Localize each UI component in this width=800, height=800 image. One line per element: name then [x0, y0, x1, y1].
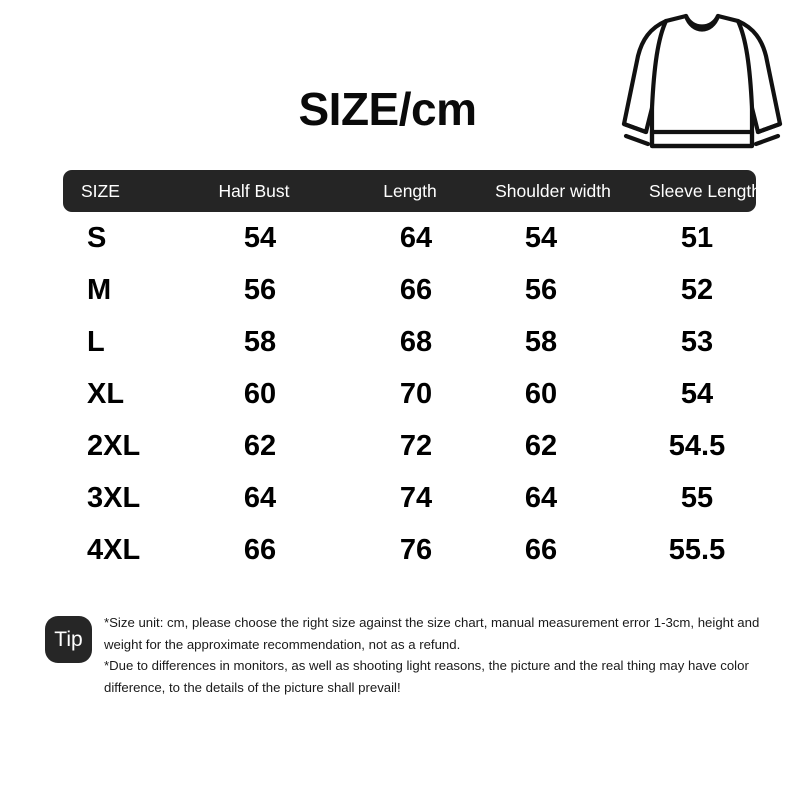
cell-size: 3XL	[87, 482, 141, 514]
size-chart-table: SIZE Half Bust Length Shoulder width Sle…	[63, 170, 761, 576]
cell-half-bust: 54	[243, 222, 277, 254]
cell-shoulder-width: 56	[524, 274, 558, 306]
table-row: XL 60 70 60 54	[63, 368, 756, 420]
column-header-half-bust: Half Bust	[218, 181, 290, 201]
tip-text: *Size unit: cm, please choose the right …	[104, 612, 760, 698]
cell-sleeve-length: 55	[680, 482, 714, 514]
cell-sleeve-length: 51	[680, 222, 714, 254]
cell-sleeve-length: 55.5	[668, 534, 726, 566]
cell-length: 74	[399, 482, 433, 514]
table-row: S 54 64 54 51	[63, 212, 756, 264]
tip-line-1: *Size unit: cm, please choose the right …	[104, 615, 760, 652]
cell-shoulder-width: 58	[524, 326, 558, 358]
cell-shoulder-width: 54	[524, 222, 558, 254]
cell-half-bust: 66	[243, 534, 277, 566]
column-header-sleeve-length: Sleeve Length	[649, 181, 761, 201]
cell-half-bust: 58	[243, 326, 277, 358]
page-title: SIZE/cm	[298, 83, 477, 135]
cell-sleeve-length: 52	[680, 274, 714, 306]
cell-half-bust: 60	[243, 378, 277, 410]
table-row: L 58 68 58 53	[63, 316, 756, 368]
cell-length: 66	[399, 274, 433, 306]
cell-length: 76	[399, 534, 433, 566]
cell-length: 64	[399, 222, 433, 254]
table-row: 3XL 64 74 64 55	[63, 472, 756, 524]
table-row: 2XL 62 72 62 54.5	[63, 420, 756, 472]
tip-badge: Tip	[45, 616, 92, 663]
cell-size: 2XL	[87, 430, 141, 462]
table-row: M 56 66 56 52	[63, 264, 756, 316]
column-header-size: SIZE	[81, 181, 120, 201]
cell-size: L	[87, 326, 105, 358]
cell-sleeve-length: 53	[680, 326, 714, 358]
cell-half-bust: 62	[243, 430, 277, 462]
cell-length: 70	[399, 378, 433, 410]
sweatshirt-icon	[621, 13, 783, 149]
tip-line-2: *Due to differences in monitors, as well…	[104, 658, 749, 695]
cell-length: 72	[399, 430, 433, 462]
cell-shoulder-width: 66	[524, 534, 558, 566]
cell-size: 4XL	[87, 534, 141, 566]
cell-size: S	[87, 222, 107, 254]
cell-length: 68	[399, 326, 433, 358]
cell-sleeve-length: 54.5	[668, 430, 726, 462]
cell-half-bust: 64	[243, 482, 277, 514]
cell-shoulder-width: 60	[524, 378, 558, 410]
cell-size: XL	[87, 378, 125, 410]
cell-size: M	[87, 274, 112, 306]
table-header-row: SIZE Half Bust Length Shoulder width Sle…	[63, 170, 761, 212]
cell-sleeve-length: 54	[680, 378, 714, 410]
column-header-shoulder-width: Shoulder width	[495, 181, 611, 201]
table-row: 4XL 66 76 66 55.5	[63, 524, 756, 576]
cell-shoulder-width: 62	[524, 430, 558, 462]
column-header-length: Length	[383, 181, 437, 201]
cell-shoulder-width: 64	[524, 482, 558, 514]
cell-half-bust: 56	[243, 274, 277, 306]
